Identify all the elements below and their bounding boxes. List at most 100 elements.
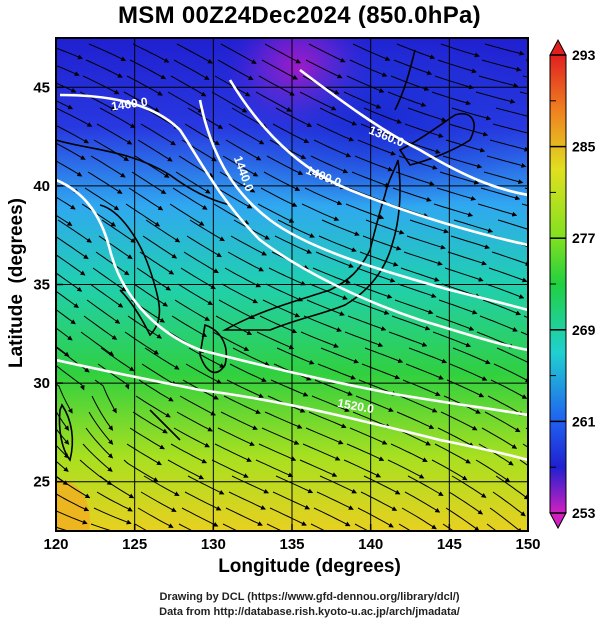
streamline xyxy=(56,64,80,76)
streamline xyxy=(101,219,136,243)
streamline xyxy=(272,491,311,510)
streamline xyxy=(348,187,388,204)
contour-label: 1520.0 xyxy=(336,396,375,416)
streamline xyxy=(347,315,387,331)
streamline xyxy=(315,251,354,268)
streamline xyxy=(275,475,314,494)
streamline xyxy=(448,123,489,137)
streamline xyxy=(259,315,298,334)
streamline xyxy=(491,251,528,266)
streamline xyxy=(437,59,477,74)
streamline xyxy=(313,139,352,158)
streamline xyxy=(93,507,132,525)
streamline xyxy=(276,347,315,365)
streamline xyxy=(302,443,341,461)
contour-label: 1460.0 xyxy=(110,95,149,114)
contour-1520 xyxy=(56,358,528,462)
streamline xyxy=(89,283,124,308)
streamline xyxy=(343,459,382,478)
streamline xyxy=(485,283,525,299)
contour-1360 xyxy=(299,68,528,197)
streamline xyxy=(495,475,528,500)
streamline xyxy=(256,331,295,350)
streamline xyxy=(481,427,518,449)
streamline xyxy=(484,411,521,433)
streamline xyxy=(360,123,399,140)
streamline xyxy=(56,254,86,276)
streamline xyxy=(143,475,180,497)
streamline xyxy=(363,475,401,495)
streamline xyxy=(137,139,173,162)
streamline xyxy=(124,331,160,355)
contour-1400 xyxy=(228,79,528,247)
streamline xyxy=(305,59,343,79)
streamline xyxy=(127,315,163,339)
streamline xyxy=(142,235,178,259)
streamline xyxy=(349,427,388,445)
streamline xyxy=(90,155,126,178)
streamline xyxy=(497,219,528,230)
streamline xyxy=(402,379,441,397)
streamline xyxy=(488,267,528,283)
continent-coast xyxy=(56,139,231,206)
streamline xyxy=(396,411,435,429)
streamline xyxy=(408,347,448,364)
streamline xyxy=(131,171,167,195)
streamline xyxy=(447,251,487,266)
streamline xyxy=(435,315,475,331)
streamline xyxy=(401,139,441,154)
streamline xyxy=(478,75,519,88)
colorbar-label: 261 xyxy=(572,413,596,429)
streamline xyxy=(222,523,239,531)
streamline xyxy=(214,443,252,462)
streamline xyxy=(299,91,337,111)
streamline xyxy=(225,139,262,161)
streamline xyxy=(401,507,437,530)
streamline xyxy=(317,363,356,380)
streamline xyxy=(175,171,211,194)
streamline xyxy=(442,523,455,531)
streamline xyxy=(266,523,283,531)
streamline xyxy=(475,459,511,483)
colorbar-label: 293 xyxy=(572,47,596,63)
streamline xyxy=(56,196,76,210)
streamline xyxy=(170,75,207,97)
streamline xyxy=(363,107,402,124)
streamline xyxy=(56,410,70,431)
streamline xyxy=(56,347,90,373)
contour-1480 xyxy=(56,178,528,417)
coastlines xyxy=(56,49,475,462)
streamline xyxy=(56,327,73,341)
streamline xyxy=(400,267,440,282)
streamline xyxy=(388,331,428,347)
streamline xyxy=(185,363,222,384)
honshu-coast xyxy=(221,159,401,331)
streamline xyxy=(519,459,528,467)
streamline xyxy=(264,43,301,64)
colorbar-label: 277 xyxy=(572,230,596,246)
streamline xyxy=(229,363,267,382)
streamline xyxy=(448,491,484,515)
streamline xyxy=(176,43,213,64)
streamline xyxy=(444,267,484,282)
streamline xyxy=(98,235,133,260)
streamline xyxy=(311,395,350,412)
streamline xyxy=(176,411,213,432)
streamline xyxy=(445,507,480,531)
streamline xyxy=(396,43,436,60)
streamline xyxy=(346,75,385,93)
streamline xyxy=(84,187,120,211)
streamline xyxy=(56,364,85,391)
streamline xyxy=(173,59,210,80)
streamline xyxy=(398,523,412,531)
streamline xyxy=(88,411,114,445)
streamline xyxy=(56,142,86,160)
streamline xyxy=(265,283,304,302)
streamline xyxy=(261,59,298,80)
streamline xyxy=(449,363,488,381)
streamline xyxy=(123,91,160,113)
streamline xyxy=(211,91,248,113)
streamline xyxy=(357,507,394,528)
streamline xyxy=(220,43,257,64)
streamline xyxy=(395,171,435,186)
